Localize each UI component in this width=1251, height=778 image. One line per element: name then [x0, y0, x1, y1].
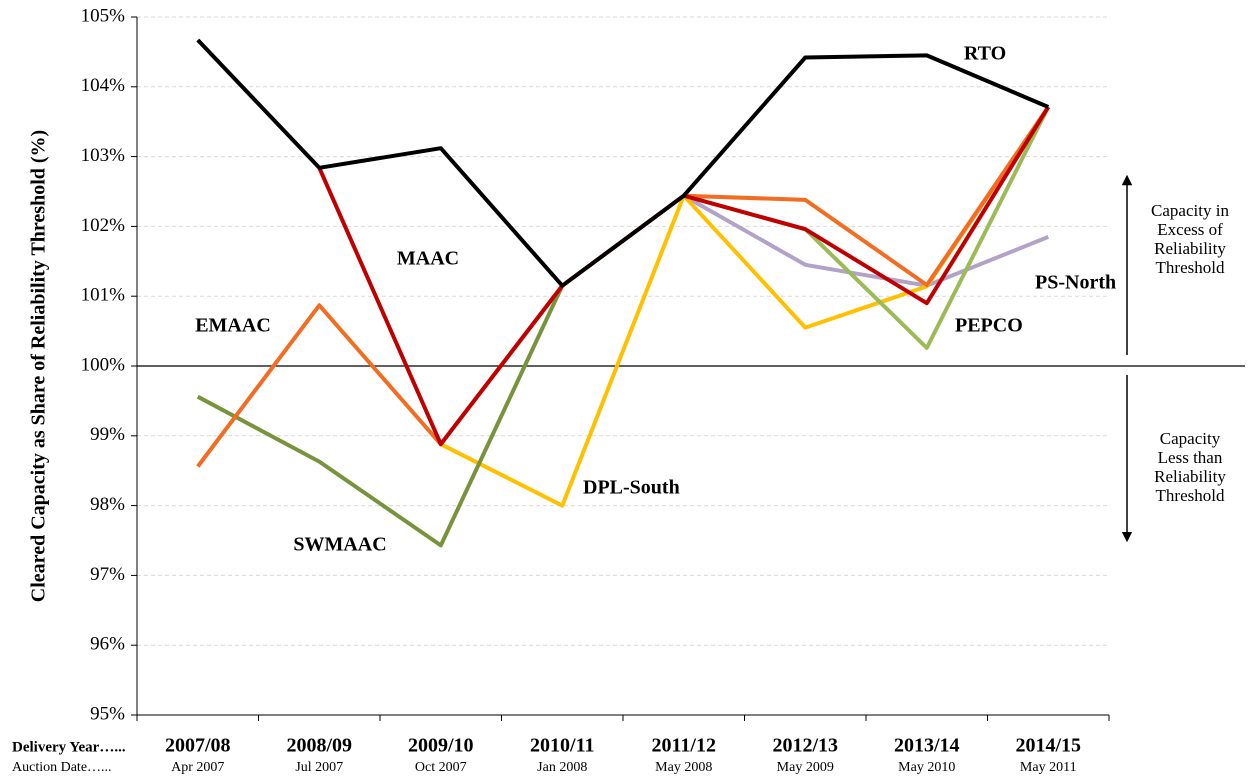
- y-axis-label: Cleared Capacity as Share of Reliability…: [28, 130, 50, 602]
- auction-date: Oct 2007: [415, 760, 467, 775]
- series-label: EMAAC: [195, 315, 271, 337]
- auction-date: Jul 2007: [295, 760, 343, 775]
- y-tick-label: 104%: [81, 75, 126, 96]
- annotation: Less than: [1158, 448, 1223, 467]
- annotation: Threshold: [1156, 258, 1225, 277]
- y-tick-label: 99%: [90, 424, 125, 445]
- y-tick-label: 103%: [81, 145, 126, 166]
- y-tick-label: 98%: [90, 494, 125, 515]
- series-label: MAAC: [397, 248, 459, 270]
- auction-date: Jan 2008: [537, 760, 587, 775]
- y-tick-label: 105%: [81, 5, 126, 26]
- auction-date: May 2009: [777, 760, 834, 775]
- y-tick-label: 97%: [90, 564, 125, 585]
- series-label: SWMAAC: [293, 534, 386, 556]
- series-label: PS-North: [1035, 272, 1116, 294]
- x-row-label: Delivery Year…...: [12, 739, 126, 755]
- x-tick-label: 2011/12: [652, 735, 716, 757]
- x-tick-label: 2013/14: [894, 735, 960, 757]
- annotation: Capacity in: [1151, 201, 1229, 220]
- annotation: Reliability: [1154, 467, 1226, 486]
- series-label: DPL-South: [583, 477, 680, 499]
- auction-date: May 2011: [1020, 760, 1077, 775]
- annotation: Excess of: [1157, 220, 1223, 239]
- series-label: RTO: [964, 43, 1006, 65]
- auction-date: May 2010: [898, 760, 955, 775]
- y-tick-label: 95%: [90, 703, 125, 724]
- x-tick-label: 2012/13: [772, 735, 838, 757]
- y-tick-label: 100%: [81, 354, 126, 375]
- x-tick-label: 2008/09: [286, 735, 352, 757]
- auction-date: Apr 2007: [171, 760, 224, 775]
- annotation: Threshold: [1156, 486, 1225, 505]
- annotation: Capacity: [1160, 429, 1221, 448]
- x-tick-label: 2007/08: [165, 735, 231, 757]
- series-line: [439, 105, 1050, 508]
- x-tick-label: 2014/15: [1015, 735, 1081, 757]
- date-row-label: Auction Date…...: [12, 760, 112, 775]
- y-tick-label: 96%: [90, 634, 125, 655]
- x-tick-label: 2009/10: [408, 735, 474, 757]
- x-tick-label: 2010/11: [530, 735, 594, 757]
- annotation: Reliability: [1154, 239, 1226, 258]
- auction-date: May 2008: [655, 760, 712, 775]
- series-line: [682, 193, 1050, 288]
- series-line: [317, 105, 1051, 447]
- y-tick-label: 101%: [81, 285, 126, 306]
- y-tick-label: 102%: [81, 215, 126, 236]
- series-label: PEPCO: [955, 315, 1023, 337]
- series-line: [196, 38, 1050, 288]
- series-line: [196, 284, 565, 548]
